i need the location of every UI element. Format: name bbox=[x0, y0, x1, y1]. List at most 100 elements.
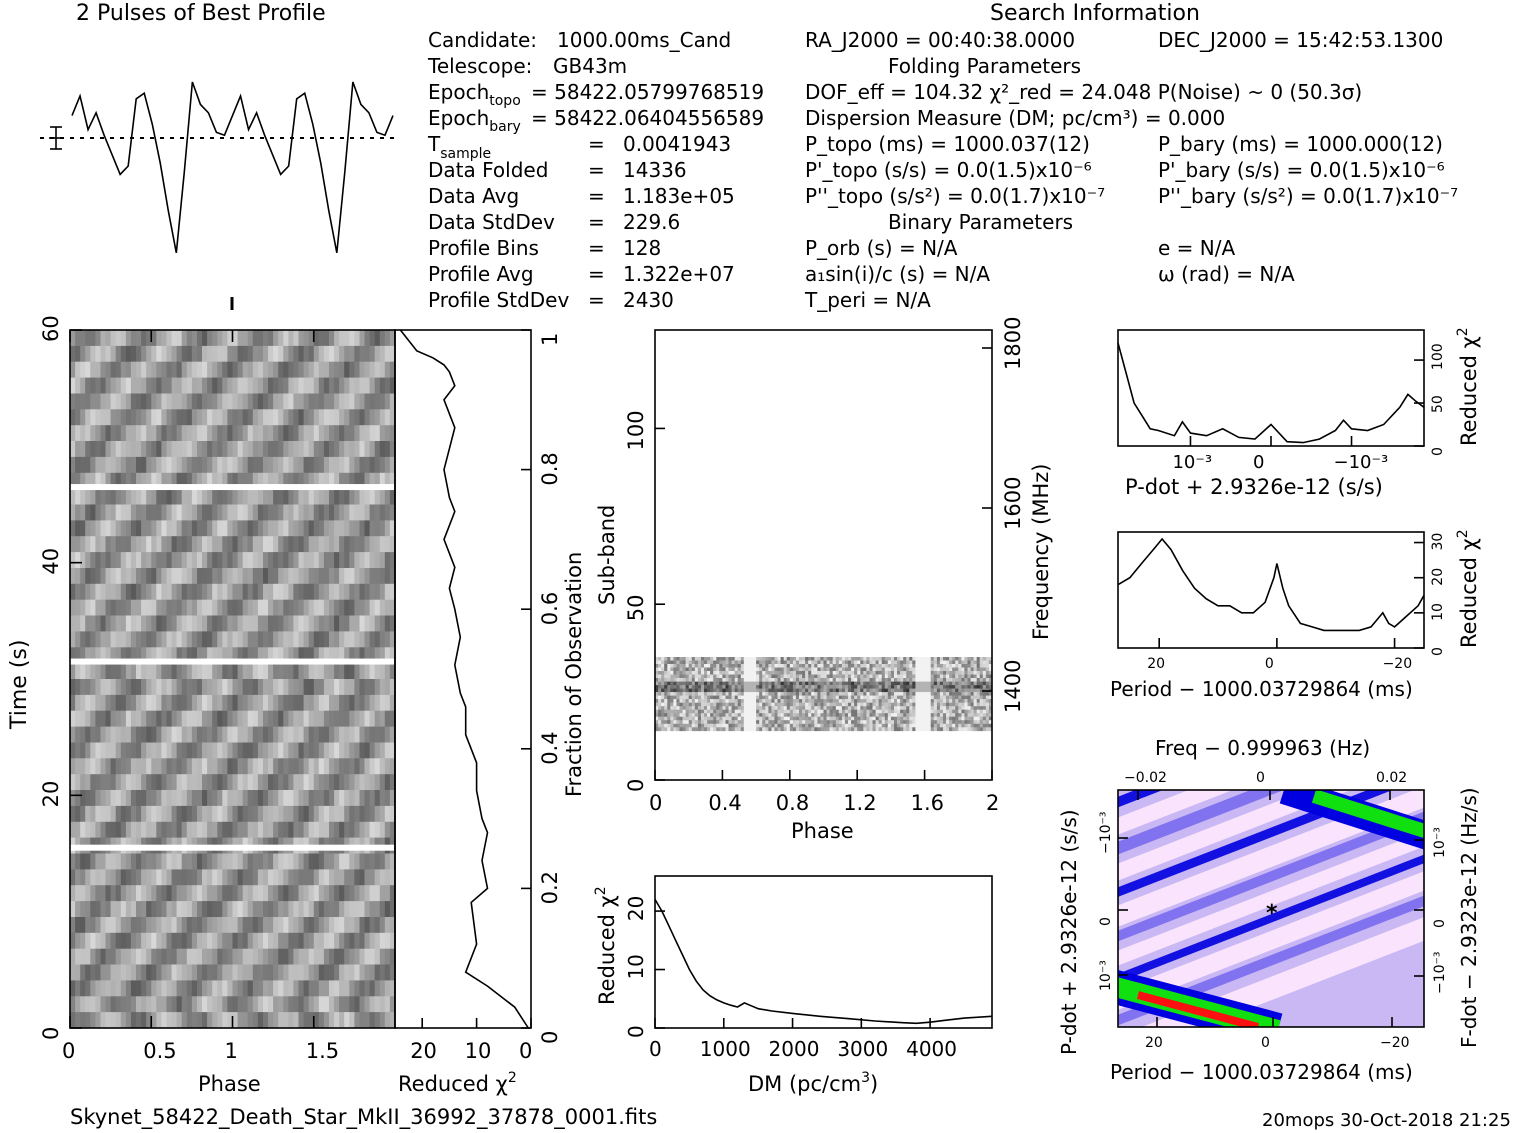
subband-cell bbox=[820, 688, 824, 693]
time-phase-cell bbox=[90, 441, 96, 458]
time-phase-cell bbox=[313, 774, 320, 791]
time-phase-cell bbox=[349, 330, 355, 347]
subband-cell bbox=[915, 699, 919, 703]
time-phase-cell bbox=[115, 853, 122, 870]
subband-cell bbox=[915, 720, 919, 724]
time-phase-cell bbox=[115, 710, 122, 727]
time-phase-cell bbox=[268, 790, 274, 807]
subband-cell bbox=[808, 706, 812, 710]
subband-cell bbox=[982, 657, 987, 661]
time-phase-cell bbox=[242, 694, 249, 712]
time-phase-cell bbox=[197, 472, 203, 490]
time-phase-cell bbox=[232, 456, 238, 474]
subband-cell bbox=[936, 664, 941, 668]
subband-cell bbox=[808, 709, 812, 714]
time-phase-cell bbox=[379, 853, 386, 870]
subband-cell bbox=[737, 706, 742, 710]
subband-cell bbox=[707, 681, 711, 686]
time-phase-cell bbox=[217, 647, 223, 664]
time-phase-cell bbox=[242, 774, 249, 791]
subband-cell bbox=[734, 685, 739, 689]
subband-cell bbox=[863, 692, 867, 696]
time-phase-cell bbox=[75, 917, 81, 934]
subband-cell bbox=[694, 664, 699, 668]
time-phase-cell bbox=[283, 568, 289, 585]
subband-cell bbox=[875, 713, 879, 717]
time-phase-cell bbox=[384, 853, 391, 870]
subband-cell bbox=[685, 674, 689, 679]
time-phase-cell bbox=[334, 980, 340, 997]
time-phase-cell bbox=[318, 520, 325, 537]
subband-cell bbox=[958, 667, 962, 672]
time-phase-cell bbox=[303, 330, 310, 347]
time-phase-cell bbox=[349, 726, 355, 743]
time-phase-cell bbox=[90, 996, 96, 1013]
time-phase-cell bbox=[329, 568, 335, 585]
time-phase-cell bbox=[349, 853, 355, 870]
subband-cell bbox=[679, 716, 683, 721]
time-phase-cell bbox=[318, 758, 325, 775]
subband-cell bbox=[894, 688, 898, 693]
subband-cell bbox=[750, 716, 754, 721]
time-phase-cell bbox=[384, 917, 391, 934]
subband-cell bbox=[722, 699, 726, 703]
time-phase-cell bbox=[313, 409, 320, 426]
subband-cell bbox=[774, 713, 778, 717]
subband-cell bbox=[802, 685, 806, 689]
subband-cell bbox=[802, 657, 806, 661]
time-phase-cell bbox=[334, 917, 340, 934]
subband-cell bbox=[900, 660, 904, 665]
time-phase-cell bbox=[359, 520, 365, 537]
time-phase-cell bbox=[151, 901, 157, 918]
subband-cell bbox=[765, 674, 769, 679]
subband-cell bbox=[704, 713, 708, 717]
subband-cell bbox=[943, 692, 947, 696]
time-phase-cell bbox=[389, 663, 395, 680]
subband-cell bbox=[661, 685, 665, 689]
subband-cell bbox=[976, 671, 981, 675]
time-phase-cell bbox=[222, 726, 228, 743]
subband-cell bbox=[894, 692, 898, 696]
time-phase-cell bbox=[90, 583, 96, 601]
subband-cell bbox=[936, 688, 941, 693]
time-phase-cell bbox=[80, 441, 86, 458]
subband-cell bbox=[737, 716, 742, 721]
subband-cell bbox=[691, 678, 696, 682]
subband-cell bbox=[658, 660, 662, 665]
subband-cell bbox=[863, 671, 867, 675]
subband-cell bbox=[851, 688, 855, 693]
subband-cell bbox=[881, 678, 886, 682]
subband-cell bbox=[967, 657, 971, 661]
subband-cell bbox=[664, 660, 668, 665]
time-phase-cell bbox=[303, 425, 310, 442]
subband-cell bbox=[701, 681, 705, 686]
subband-cell bbox=[762, 667, 766, 672]
subband-cell bbox=[857, 720, 861, 724]
time-phase-cell bbox=[85, 917, 91, 934]
time-phase-cell bbox=[176, 710, 183, 727]
subband-cell bbox=[795, 674, 800, 679]
time-phase-cell bbox=[222, 948, 228, 965]
time-phase-cell bbox=[151, 710, 157, 727]
time-phase-cell bbox=[389, 980, 395, 997]
time-phase-cell bbox=[212, 948, 218, 965]
subband-cell bbox=[848, 657, 852, 661]
time-phase-cell bbox=[303, 599, 310, 616]
time-phase-cell bbox=[125, 409, 132, 426]
subband-cell bbox=[808, 702, 812, 707]
time-phase-cell bbox=[384, 615, 391, 632]
time-phase-cell bbox=[379, 425, 386, 442]
subband-cell bbox=[930, 692, 935, 696]
subband-cell bbox=[900, 681, 904, 686]
subband-cell bbox=[750, 685, 754, 689]
subband-cell bbox=[881, 681, 886, 686]
subband-cell bbox=[906, 720, 910, 724]
subband-cell bbox=[679, 674, 683, 679]
time-phase-cell bbox=[298, 885, 304, 902]
subband-cell bbox=[719, 667, 723, 672]
subband-cell bbox=[881, 664, 886, 668]
time-phase-cell bbox=[283, 885, 289, 902]
subband-cell bbox=[731, 681, 735, 686]
time-phase-cell bbox=[151, 330, 157, 347]
time-phase-cell bbox=[247, 932, 254, 950]
